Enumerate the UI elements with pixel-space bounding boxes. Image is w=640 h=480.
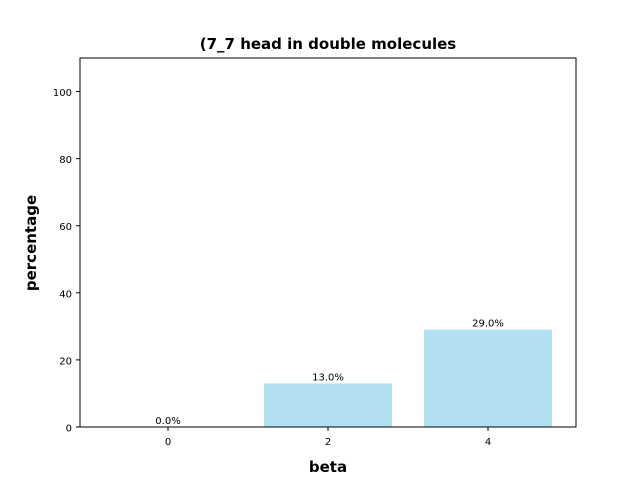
y-tick-label-20: 20 [59,356,72,367]
data-label-4: 29.0% [472,319,504,330]
bars-group [264,329,552,427]
data-labels-group: 0.0% 13.0% 29.0% [155,319,504,427]
data-label-2: 13.0% [312,372,344,383]
y-tick-label-60: 60 [59,222,72,233]
y-tick-label-0: 0 [66,424,72,435]
y-tick-label-40: 40 [59,289,72,300]
bar-4 [424,329,552,427]
bar-2 [264,383,392,427]
x-tick-label-2: 2 [325,437,331,448]
x-axis-ticks: 0 2 4 [165,427,491,448]
x-tick-label-4: 4 [485,437,491,448]
y-tick-label-100: 100 [53,88,72,99]
y-axis-ticks: 0 20 40 60 80 100 [53,88,80,435]
y-axis-label: percentage [22,195,40,291]
x-tick-label-0: 0 [165,437,171,448]
x-axis-label: beta [309,458,347,476]
y-tick-label-80: 80 [59,155,72,166]
chart-title: (7_7 head in double molecules [200,35,457,53]
data-label-0: 0.0% [155,416,180,427]
